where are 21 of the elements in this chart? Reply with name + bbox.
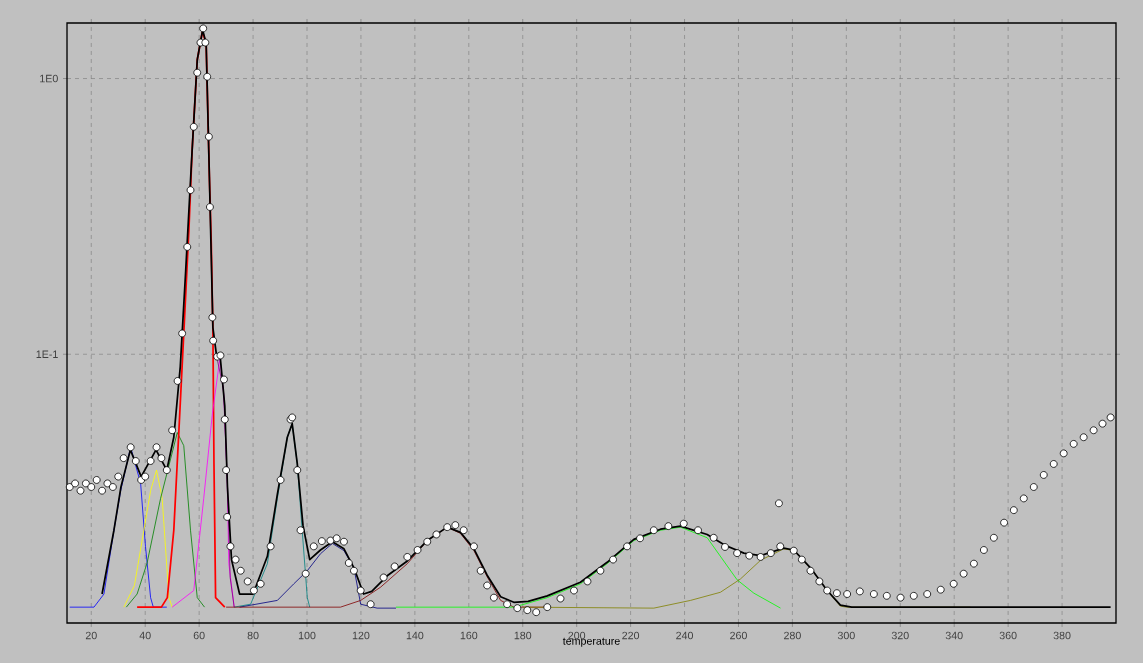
x-tick-label: 40 (139, 631, 151, 640)
line-series (123, 469, 173, 608)
x-tick-label: 260 (730, 631, 747, 640)
x-tick-label: 20 (85, 631, 97, 640)
x-tick-label: 280 (784, 631, 801, 640)
y-tick-label: 1E0 (40, 74, 58, 83)
x-tick-label: 60 (193, 631, 205, 640)
x-tick-label: 240 (676, 631, 694, 640)
x-tick-label: 180 (514, 631, 532, 640)
x-tick-label: 100 (298, 631, 316, 640)
x-tick-label: 140 (406, 631, 424, 640)
x-tick-label: 360 (999, 631, 1017, 640)
x-tick-label: 160 (460, 631, 478, 640)
x-tick-label: 320 (891, 631, 909, 640)
x-tick-label: 80 (247, 631, 259, 640)
x-tick-label: 220 (622, 631, 640, 640)
y-tick-label: 1E-1 (36, 350, 58, 358)
x-tick-label: 340 (945, 631, 963, 640)
x-tick-label: 120 (352, 631, 370, 640)
x-tick-label: 300 (837, 631, 855, 640)
x-tick-label: 380 (1053, 631, 1071, 640)
